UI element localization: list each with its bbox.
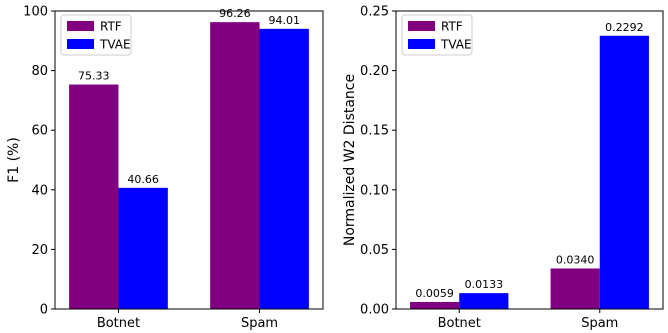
w2-legend: RTF TVAE bbox=[401, 14, 473, 56]
w2-ylabel: Normalized W2 Distance bbox=[342, 74, 358, 246]
w2-value-label-tvae-botnet: 0.0133 bbox=[465, 278, 504, 291]
w2-value-label-tvae-spam: 0.2292 bbox=[605, 21, 644, 34]
f1-value-label-rtf-spam: 96.26 bbox=[219, 7, 251, 20]
f1-legend-swatch-rtf bbox=[67, 21, 94, 31]
w2-ytick-label: 0.10 bbox=[360, 183, 389, 198]
f1-chart: 75.33 96.26 40.66 94.01 0 20 40 60 80 100 Botnet Sp… bbox=[6, 5, 324, 331]
f1-value-label-rtf-botnet: 75.33 bbox=[78, 70, 110, 83]
w2-legend-swatch-rtf bbox=[408, 21, 435, 31]
f1-legend-swatch-tvae bbox=[67, 39, 94, 49]
w2-distance-chart: 0.0059 0.0340 0.0133 0.2292 0.00 0.05 0.10 0.15… bbox=[342, 5, 664, 331]
w2-legend-swatch-tvae bbox=[408, 39, 435, 49]
w2-ytick-label: 0.15 bbox=[360, 124, 389, 139]
w2-ytick-label: 0.20 bbox=[360, 64, 389, 79]
w2-bar-rtf-botnet bbox=[410, 301, 460, 309]
f1-xtick-label-spam: Spam bbox=[241, 316, 278, 331]
f1-value-label-tvae-spam: 94.01 bbox=[268, 14, 300, 27]
w2-axes-frame bbox=[395, 10, 664, 310]
f1-xtick-label-botnet: Botnet bbox=[97, 316, 140, 331]
f1-ytick-label: 20 bbox=[31, 243, 48, 258]
f1-bar-rtf-spam bbox=[210, 22, 260, 310]
f1-axes-frame bbox=[54, 10, 324, 310]
f1-ytick-label: 80 bbox=[31, 64, 48, 79]
w2-xtick-label-botnet: Botnet bbox=[438, 316, 481, 331]
w2-ytick-label: 0.00 bbox=[360, 303, 389, 318]
f1-bar-tvae-spam bbox=[259, 28, 309, 309]
f1-ytick-label: 0 bbox=[40, 303, 48, 318]
f1-ytick-label: 100 bbox=[23, 5, 48, 20]
f1-bar-tvae-botnet bbox=[118, 187, 168, 309]
w2-bar-rtf-spam bbox=[550, 268, 600, 309]
w2-ytick-label: 0.25 bbox=[360, 5, 389, 20]
f1-legend: RTF TVAE bbox=[60, 14, 132, 56]
f1-ytick-label: 60 bbox=[31, 124, 48, 139]
w2-bar-tvae-botnet bbox=[459, 293, 509, 309]
w2-ytick-label: 0.05 bbox=[360, 243, 389, 258]
f1-legend-label-tvae: TVAE bbox=[99, 38, 131, 52]
f1-ytick-label: 40 bbox=[31, 183, 48, 198]
w2-legend-label-rtf: RTF bbox=[441, 20, 463, 34]
w2-value-label-rtf-spam: 0.0340 bbox=[556, 253, 595, 266]
f1-bar-rtf-botnet bbox=[69, 84, 119, 310]
w2-value-label-rtf-botnet: 0.0059 bbox=[415, 287, 454, 300]
w2-xtick-label-spam: Spam bbox=[581, 316, 618, 331]
w2-legend-label-tvae: TVAE bbox=[440, 38, 472, 52]
w2-bar-tvae-spam bbox=[599, 35, 649, 309]
f1-ylabel: F1 (%) bbox=[6, 137, 22, 183]
f1-value-label-tvae-botnet: 40.66 bbox=[127, 173, 159, 186]
f1-legend-label-rtf: RTF bbox=[100, 20, 122, 34]
